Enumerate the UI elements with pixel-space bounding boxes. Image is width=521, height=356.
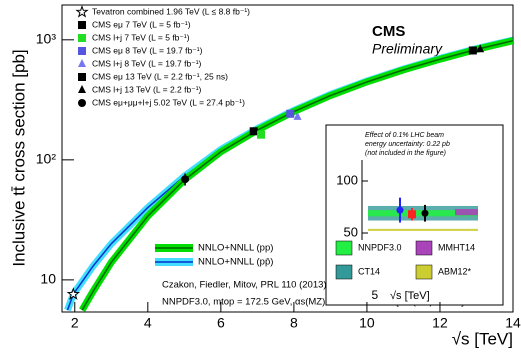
- marker: [181, 175, 190, 184]
- legend-marker: [78, 99, 86, 107]
- legend-label: Tevatron combined 1.96 TeV (L ≤ 8.8 fb⁻¹…: [92, 6, 250, 16]
- marker: [66, 287, 81, 300]
- x-tick-label: 14: [505, 315, 521, 331]
- y-tick-label: 10²: [36, 151, 57, 167]
- legend-marker: [75, 4, 89, 18]
- marker: [286, 109, 295, 118]
- legend-label: NNLO+NNLL (pp): [198, 243, 273, 254]
- chart-subtitle: Preliminary: [372, 41, 443, 57]
- x-tick-label: 2: [71, 315, 79, 331]
- inset-y-tick-label: 100: [336, 172, 358, 187]
- x-axis-label: √s [TeV]: [452, 329, 513, 348]
- x-tick-label: 12: [432, 315, 448, 331]
- legend-label: CMS eμ 8 TeV (L = 19.7 fb⁻¹): [92, 45, 203, 55]
- measurement-marker: [408, 210, 416, 219]
- measurement-marker: [421, 209, 429, 217]
- marker: [293, 111, 302, 120]
- pdf-band: [368, 228, 478, 231]
- legend-label: CMS l+j 8 TeV (L = 19.7 fb⁻¹): [92, 58, 202, 68]
- marker: [249, 127, 258, 136]
- y-axis-label: Inclusive tt̄ cross section [pb]: [9, 49, 28, 266]
- legend-label: CMS eμ+μμ+l+j 5.02 TeV (L = 27.4 pb⁻¹): [92, 97, 245, 107]
- legend-marker: [78, 21, 86, 29]
- chart-title: CMS: [372, 23, 405, 40]
- inset-legend-label: NNPDF3.0: [358, 242, 402, 252]
- inset-y-tick-label: 50: [344, 224, 358, 239]
- inset-legend-box: [415, 240, 433, 256]
- plot-frame: [61, 4, 514, 313]
- inset-legend-label: MMHT14: [438, 242, 475, 252]
- theory-line: [81, 39, 513, 311]
- pdf-band: [455, 209, 478, 216]
- measurement-marker: [396, 206, 404, 214]
- inset-note-line: Effect of 0.1% LHC beam: [365, 132, 444, 139]
- inset-legend-box: [335, 264, 353, 280]
- legend-label: CMS eμ 13 TeV (L = 2.2 fb⁻¹, 25 ns): [92, 71, 228, 81]
- legend-label: NNLO+NNLL (pp̄): [198, 257, 273, 268]
- x-tick-label: 10: [359, 315, 375, 331]
- annotation: Czakon, Fiedler, Mitov, PRL 110 (2013) 2…: [162, 280, 361, 291]
- legend-marker: [78, 34, 86, 42]
- y-tick-label: 10: [40, 271, 56, 287]
- legend-label: CMS eμ 7 TeV (L = 5 fb⁻¹): [92, 19, 191, 29]
- legend-marker: [78, 73, 86, 81]
- inset-note-line: energy uncertainty: 0.22 pb: [365, 141, 450, 148]
- inset-legend-label: CT14: [358, 266, 380, 276]
- legend-label: CMS l+j 7 TeV (L = 5 fb⁻¹): [92, 32, 190, 42]
- inset-legend-box: [335, 240, 353, 256]
- inset-legend-label: ABM12*: [438, 266, 472, 276]
- marker: [476, 44, 485, 53]
- marker: [257, 130, 266, 139]
- inset-note: Effect of 0.1% LHC beam energy uncertain…: [365, 132, 450, 157]
- x-tick-label: 8: [290, 315, 298, 331]
- annotation: NNPDF3.0, mtop = 172.5 GeV, αs(MZ) = 0.1…: [162, 297, 464, 308]
- inset-x-label: √s [TeV]: [390, 290, 430, 302]
- legend-marker: [78, 47, 86, 55]
- y-tick-label: 10³: [36, 31, 57, 47]
- x-tick-label: 4: [144, 315, 152, 331]
- marker: [468, 46, 477, 55]
- inset-legend-box: [415, 264, 433, 280]
- legend-marker: [78, 85, 86, 93]
- x-tick-label: 6: [217, 315, 225, 331]
- legend-marker: [78, 59, 86, 67]
- legend-label: CMS l+j 13 TeV (L = 2.2 fb⁻¹): [92, 84, 202, 94]
- inset-x-tick-label: 5: [371, 288, 378, 302]
- inset-note-line: (not included in the figure): [365, 150, 446, 157]
